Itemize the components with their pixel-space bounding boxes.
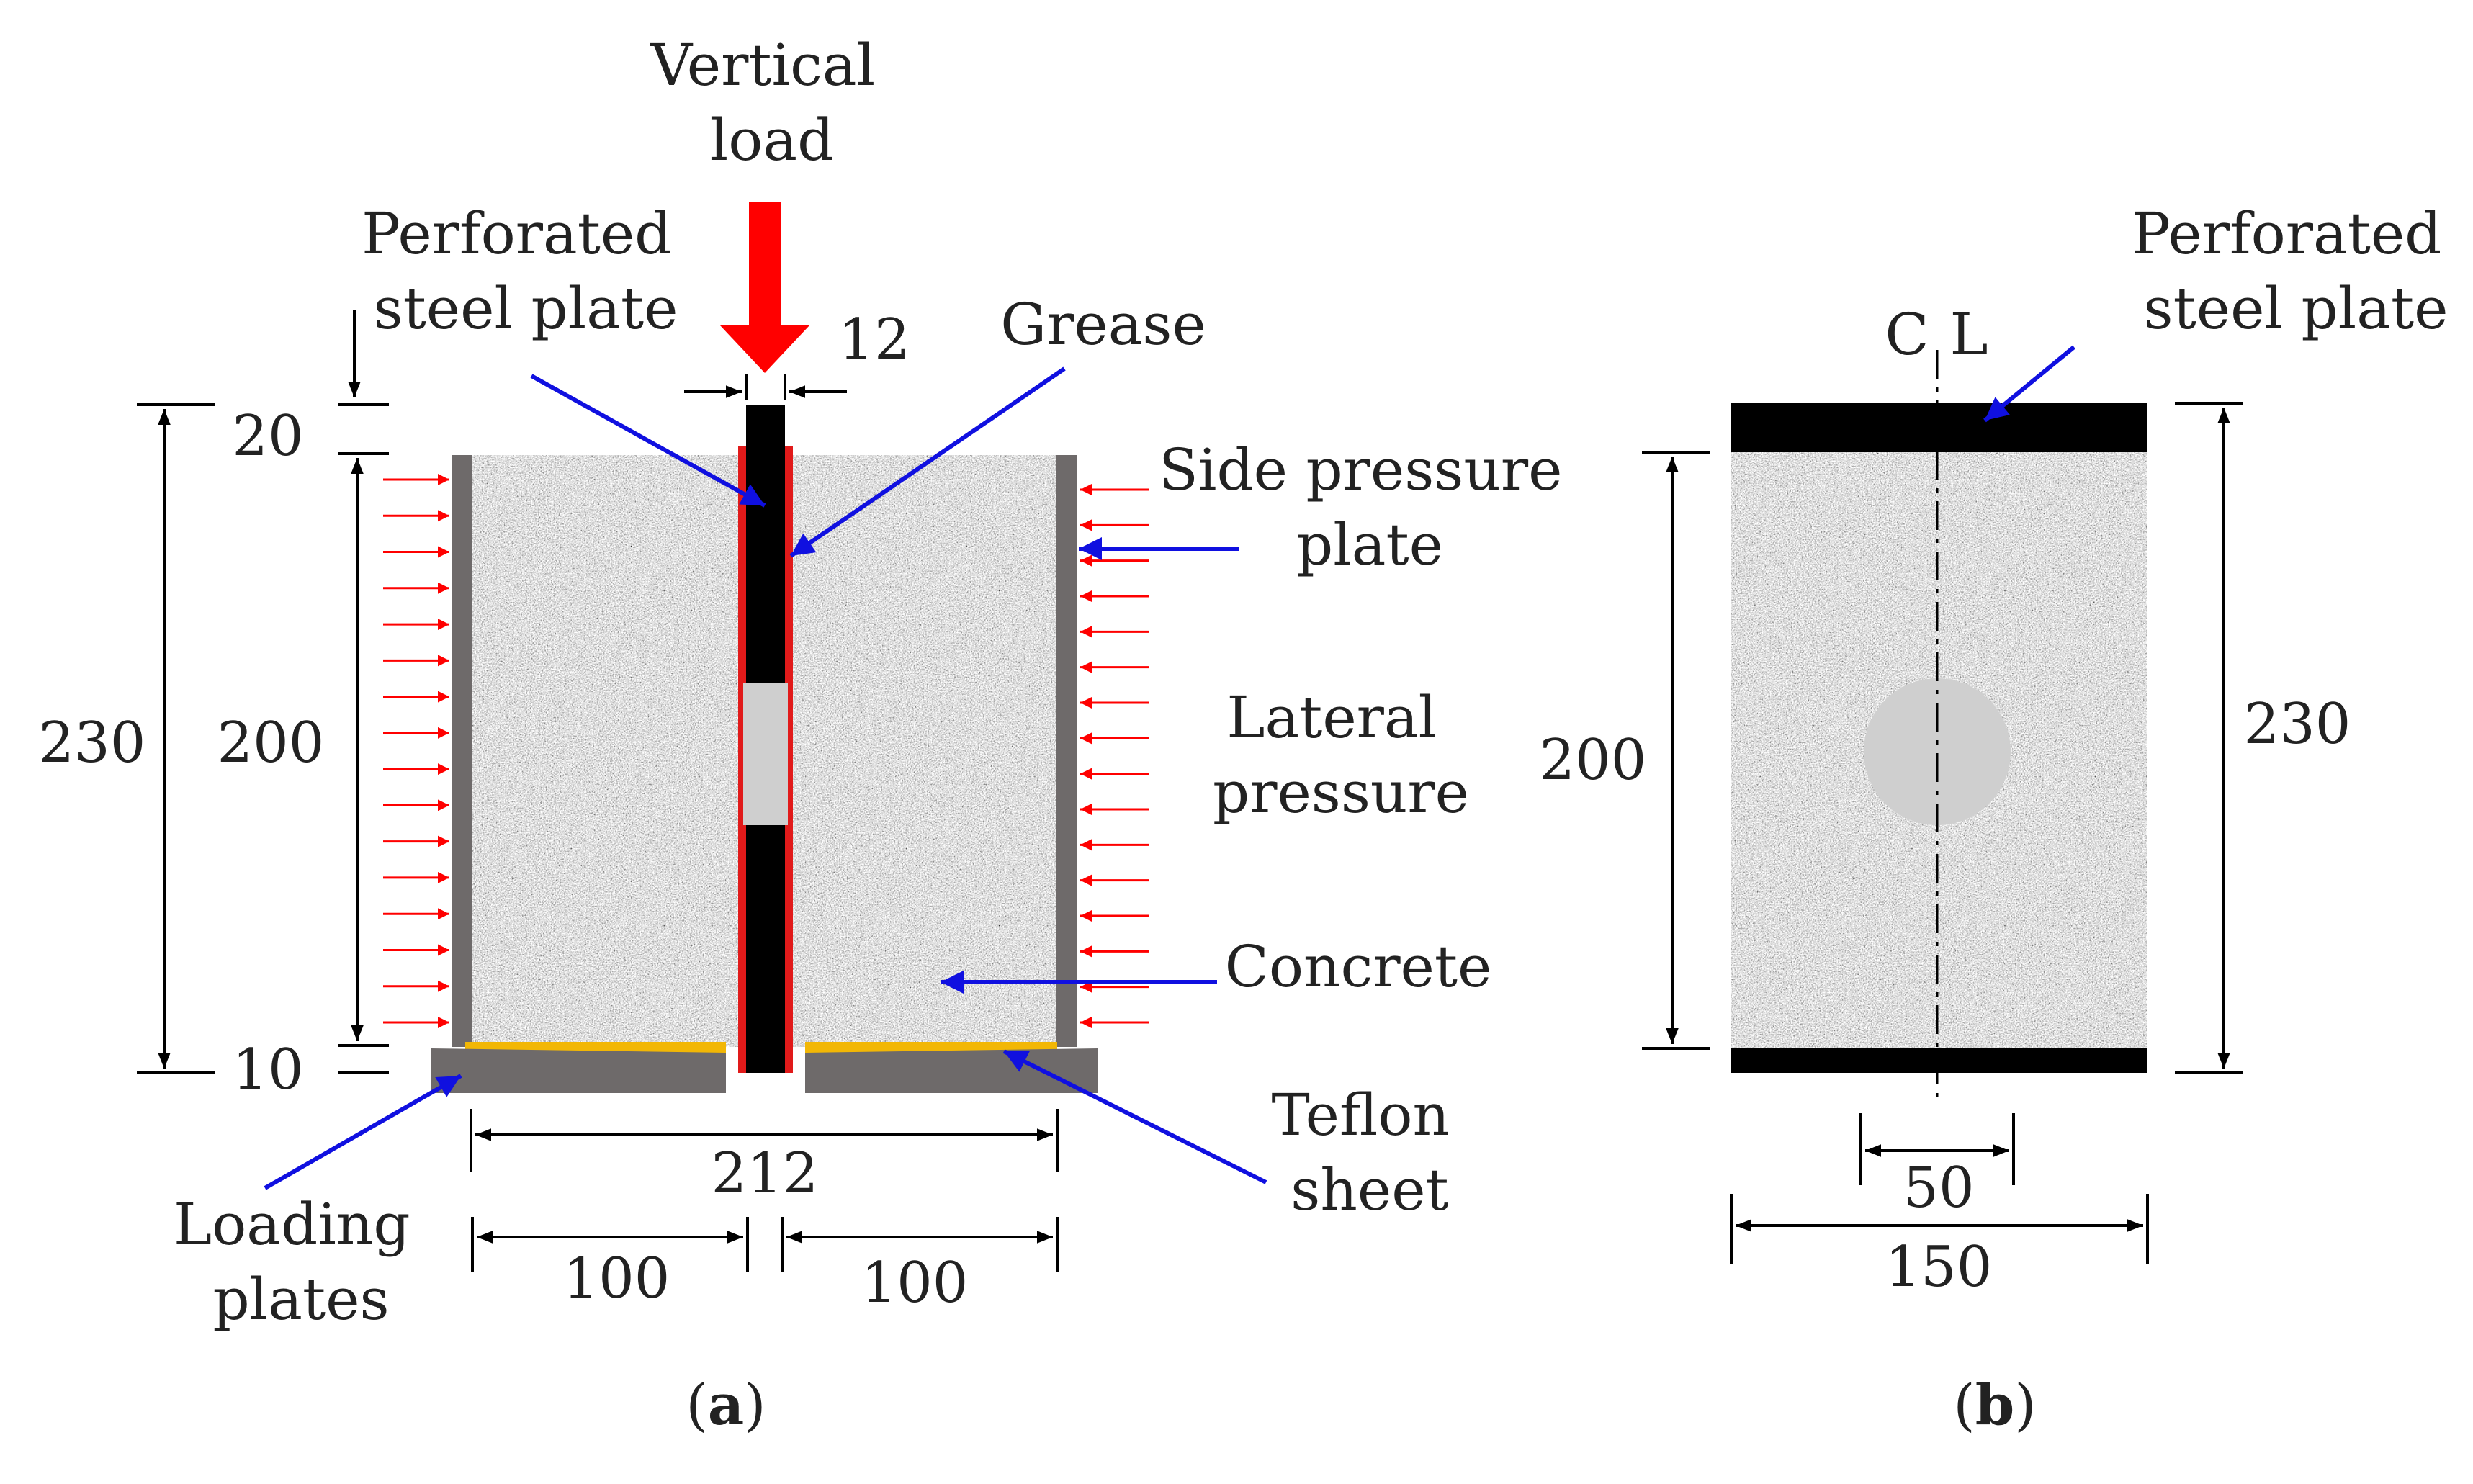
steel-plate-hole xyxy=(743,683,788,825)
dim-150-label: 150 xyxy=(1885,1235,1993,1300)
plate-hole-b xyxy=(1864,678,2011,825)
dim-50-label: 50 xyxy=(1903,1156,1974,1220)
concrete-left-block xyxy=(472,455,746,1047)
dim-20-label: 20 xyxy=(232,404,303,469)
vertical-load-arrow xyxy=(720,202,809,373)
centerline-label-c: C xyxy=(1885,301,1929,368)
leader-perforated-plate-b xyxy=(1983,345,2075,423)
panel-a: Vertical load Perforated steel plate Gre… xyxy=(39,32,1581,1438)
centerline-label-l: L xyxy=(1949,301,1988,368)
dim-200-label-a: 200 xyxy=(217,711,325,775)
leader-perforated-plate xyxy=(530,374,766,508)
dim-10-label: 10 xyxy=(232,1038,303,1102)
side-pressure-plate-label: Side pressure plate xyxy=(1159,436,1581,578)
vertical-load-label: Vertical load xyxy=(650,32,893,174)
side-pressure-plate-right xyxy=(1056,455,1077,1047)
dim-212-label: 212 xyxy=(712,1141,819,1206)
lateral-pressure-label: Lateral pressure xyxy=(1213,684,1469,826)
dim-100-left-label: 100 xyxy=(563,1246,670,1311)
grease-layer-right xyxy=(785,446,793,1073)
dim-100-right-label: 100 xyxy=(861,1251,969,1316)
concrete-label: Concrete xyxy=(1225,933,1492,1000)
concrete-right-block xyxy=(785,455,1056,1047)
grease-label: Grease xyxy=(1000,291,1206,358)
lateral-pressure-arrows-left xyxy=(383,474,449,1028)
steel-plate-top-b xyxy=(1731,403,2147,452)
leader-grease xyxy=(789,366,1066,558)
panel-b: Perforated steel plate C L 200 230 50 15… xyxy=(1540,200,2460,1438)
dim-12-label: 12 xyxy=(838,307,910,372)
side-pressure-plate-left xyxy=(452,455,472,1047)
loading-plate-right xyxy=(805,1048,1098,1093)
loading-plates-label: Loading plates xyxy=(174,1191,428,1333)
loading-plate-left xyxy=(431,1048,726,1093)
dim-200-label-b: 200 xyxy=(1540,728,1647,793)
dim-230-label-a: 230 xyxy=(39,711,146,775)
dimension-lines-b xyxy=(1642,402,2243,1264)
caption-a: (a) xyxy=(686,1372,766,1438)
perforated-steel-plate-label-b: Perforated steel plate xyxy=(2132,200,2460,342)
leader-loading-plates xyxy=(264,1074,462,1190)
steel-plate-bottom-b xyxy=(1731,1048,2147,1073)
caption-b: (b) xyxy=(1953,1372,2036,1438)
grease-layer-left xyxy=(738,446,746,1073)
lateral-pressure-arrows-right xyxy=(1080,484,1149,1028)
leader-teflon xyxy=(1002,1049,1267,1184)
perforated-steel-plate-label-a: Perforated steel plate xyxy=(362,200,690,342)
teflon-sheet-label: Teflon sheet xyxy=(1272,1081,1468,1223)
dimension-lines-a xyxy=(137,310,1059,1272)
dim-230-label-b: 230 xyxy=(2244,692,2351,757)
